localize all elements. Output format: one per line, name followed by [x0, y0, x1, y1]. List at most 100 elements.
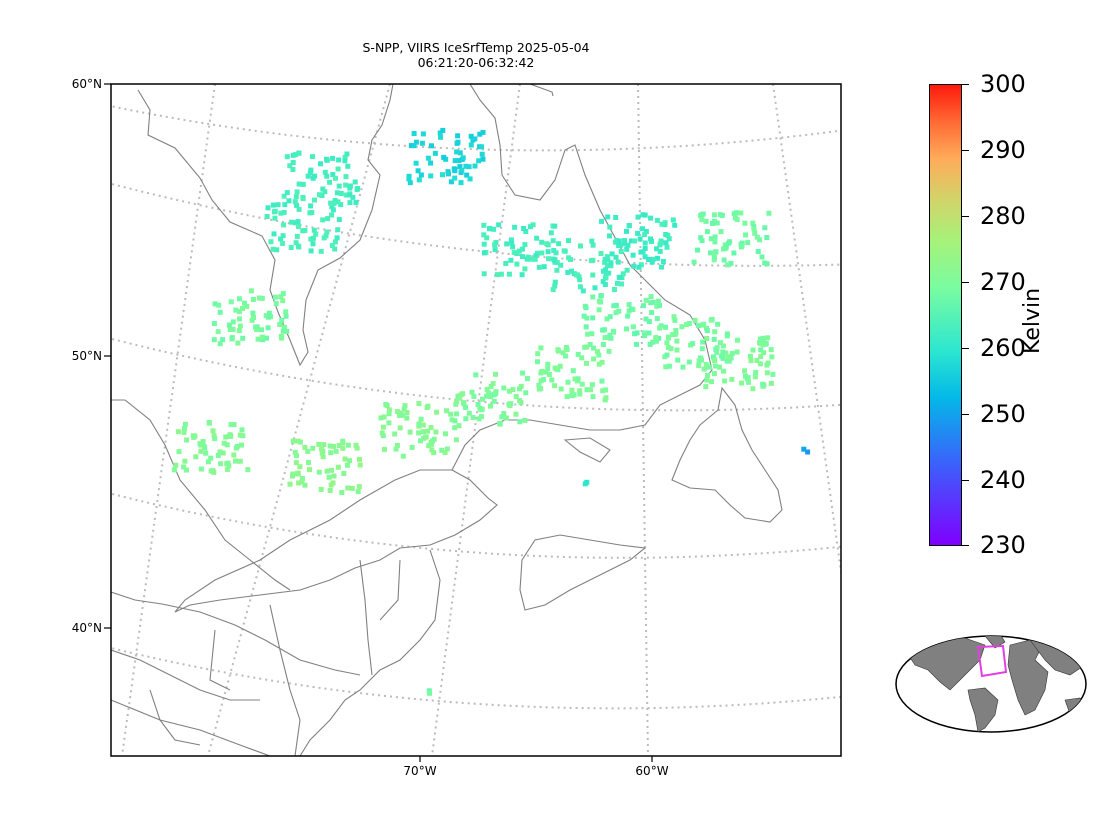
data-pixel	[491, 398, 497, 404]
data-pixel	[757, 237, 763, 243]
data-pixel	[283, 309, 289, 315]
data-pixel	[765, 335, 771, 341]
data-pixel	[329, 212, 335, 218]
data-pixel	[394, 442, 400, 448]
data-pixel	[539, 368, 545, 374]
data-pixel	[642, 240, 648, 246]
data-pixel	[286, 198, 292, 204]
data-pixel	[603, 271, 609, 277]
data-pixel	[321, 235, 327, 241]
data-pixel	[634, 330, 640, 336]
data-pixel	[226, 322, 232, 328]
lat-label-60: 60°N	[71, 77, 102, 91]
data-pixel	[654, 246, 659, 252]
data-pixel	[743, 232, 749, 238]
data-pixel	[602, 256, 608, 262]
data-pixel	[235, 340, 241, 346]
data-pixel	[343, 174, 349, 180]
data-pixel	[345, 462, 350, 468]
data-pixel	[546, 256, 551, 262]
data-pixel	[231, 422, 237, 427]
data-pixel	[657, 242, 663, 248]
data-pixel	[648, 215, 654, 221]
data-pixel	[572, 376, 578, 382]
data-pixel	[611, 303, 617, 309]
data-pixel	[212, 301, 218, 307]
data-pixel	[460, 155, 466, 161]
data-pixel	[225, 460, 231, 466]
data-pixel	[316, 469, 322, 475]
data-pixel	[487, 225, 492, 231]
data-pixel	[708, 236, 714, 242]
map-title: S-NPP, VIIRS IceSrfTemp 2025-05-04 06:21…	[336, 40, 616, 70]
data-pixel	[763, 341, 769, 347]
data-pixel	[233, 307, 239, 313]
data-pixel	[408, 143, 414, 149]
data-pixel	[469, 389, 475, 395]
data-pixel	[545, 249, 551, 255]
data-pixel	[471, 393, 477, 399]
data-pixel	[472, 163, 478, 169]
data-pixel	[416, 430, 422, 436]
data-pixel	[703, 384, 709, 390]
data-pixel	[692, 317, 698, 323]
data-pixel	[310, 445, 316, 451]
data-pixel	[382, 446, 387, 452]
data-pixel	[300, 476, 305, 481]
data-pixel	[686, 359, 692, 365]
data-pixel	[590, 294, 596, 300]
data-pixel	[513, 394, 519, 399]
data-pixel	[654, 316, 660, 322]
data-pixel	[539, 239, 545, 245]
data-pixel	[551, 248, 557, 253]
data-pixel	[650, 256, 656, 262]
data-pixel	[271, 209, 277, 215]
data-pixel	[663, 324, 668, 330]
data-pixel	[538, 378, 544, 384]
data-pixel	[305, 448, 311, 454]
data-pixel	[308, 167, 314, 173]
data-pixel	[718, 229, 724, 235]
data-pixel	[223, 434, 229, 440]
data-pixel	[684, 322, 690, 327]
data-pixel	[394, 409, 400, 415]
data-pixel	[217, 449, 223, 455]
data-pixel	[300, 228, 306, 234]
data-pixel	[624, 326, 629, 332]
data-pixel	[273, 301, 279, 307]
data-pixel	[720, 355, 726, 361]
data-pixel	[353, 442, 359, 448]
data-pixel	[345, 442, 351, 448]
data-pixel	[439, 447, 445, 453]
data-pixel	[616, 238, 622, 244]
data-pixel	[717, 340, 723, 346]
data-pixel	[801, 446, 807, 452]
data-pixel	[529, 256, 535, 262]
data-pixel	[613, 254, 619, 260]
data-pixel	[288, 245, 294, 250]
colorbar-tick-230: 230	[980, 531, 1026, 559]
data-pixel	[769, 354, 775, 360]
data-pixel	[295, 224, 301, 229]
data-pixel	[724, 333, 730, 339]
data-pixel	[208, 468, 214, 474]
data-pixel	[212, 436, 218, 442]
data-pixel	[488, 383, 494, 389]
data-pixel	[664, 244, 670, 250]
lat-label-40: 40°N	[71, 621, 102, 635]
data-pixel	[287, 481, 293, 487]
data-pixel	[617, 274, 623, 280]
data-pixel	[691, 259, 697, 265]
data-pixel	[720, 343, 726, 349]
data-pixel	[202, 445, 208, 451]
data-pixel	[409, 444, 415, 450]
inset-globe	[895, 635, 1087, 733]
data-pixel	[493, 391, 498, 397]
data-pixel	[237, 296, 242, 302]
data-pixel	[463, 416, 469, 422]
data-pixel	[591, 345, 597, 351]
data-pixel	[522, 242, 528, 248]
data-pixel	[539, 250, 545, 256]
data-pixel	[636, 264, 642, 270]
data-pixel	[566, 238, 571, 244]
